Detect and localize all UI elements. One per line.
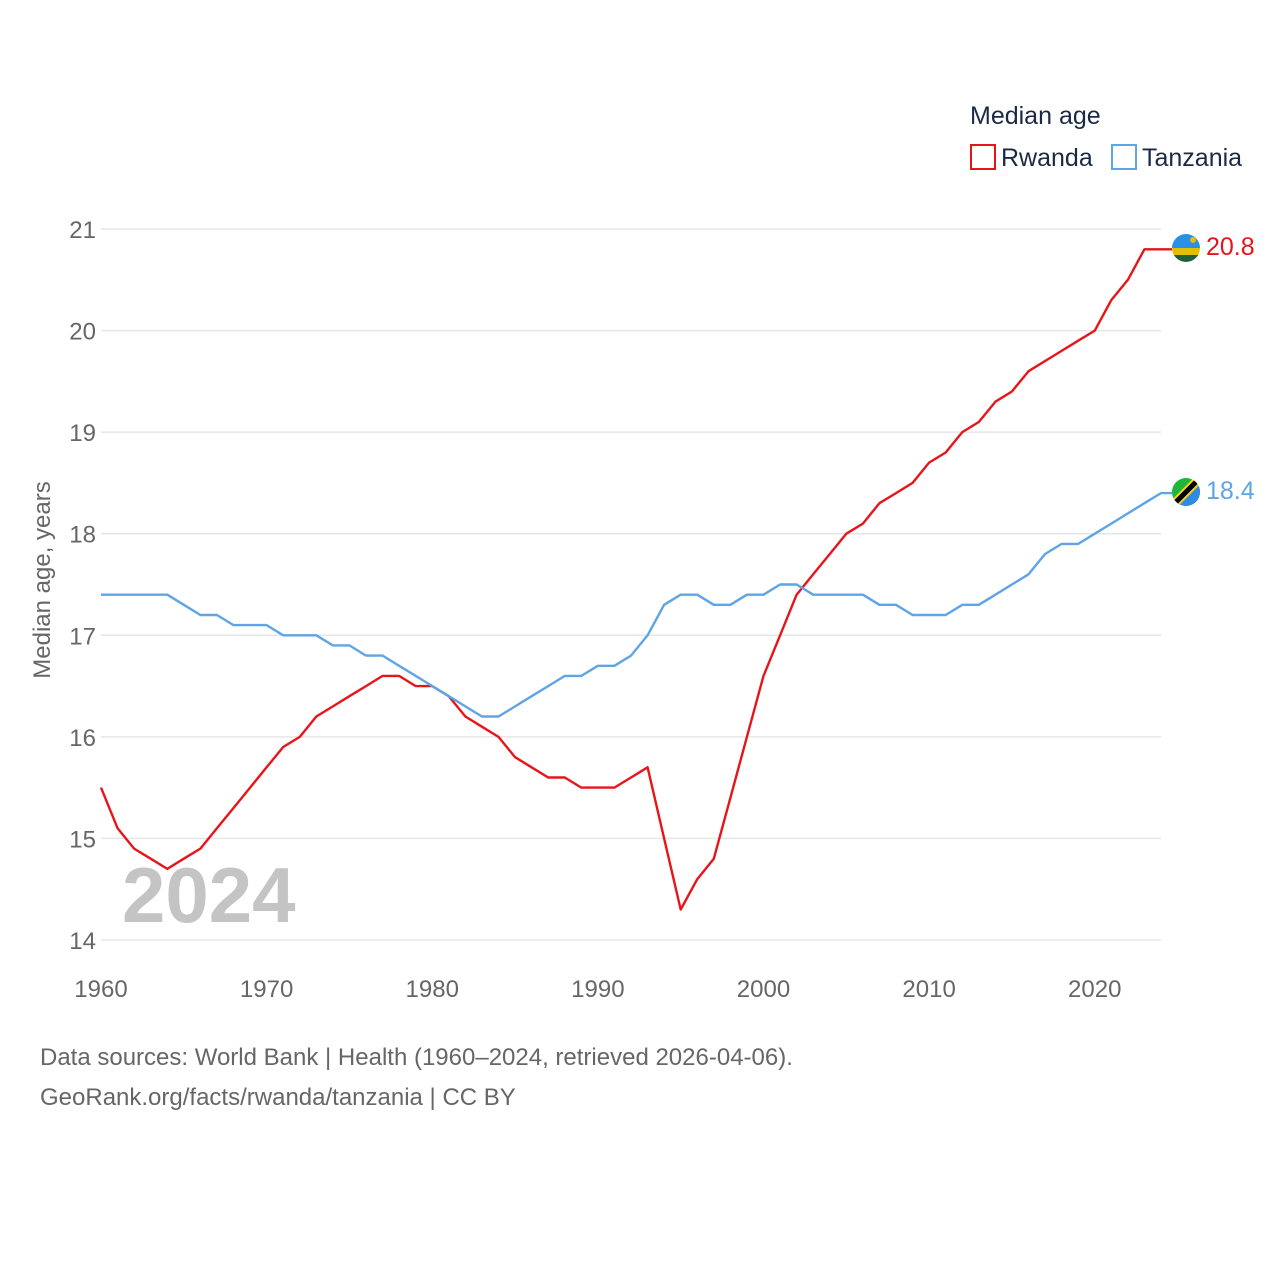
legend-title: Median age bbox=[970, 102, 1101, 130]
year-watermark: 2024 bbox=[122, 851, 296, 939]
data-sources-note: Data sources: World Bank | Health (1960–… bbox=[40, 1044, 793, 1071]
grid-lines bbox=[101, 228, 1161, 941]
y-tick-label: 15 bbox=[69, 826, 96, 853]
x-tick-label: 1960 bbox=[74, 976, 127, 1003]
x-tick-label: 2000 bbox=[737, 976, 790, 1003]
legend-swatch-rwanda bbox=[970, 144, 996, 170]
x-tick-label: 1980 bbox=[406, 976, 459, 1003]
legend-swatch-tanzania bbox=[1111, 144, 1137, 170]
end-label-tanzania: 18.4 bbox=[1206, 477, 1255, 505]
y-axis-title: Median age, years bbox=[29, 481, 56, 678]
y-tick-label: 17 bbox=[69, 623, 96, 650]
y-tick-label: 18 bbox=[69, 522, 96, 549]
legend-label-tanzania: Tanzania bbox=[1142, 144, 1242, 172]
y-axis-ticks: 14 15 16 17 18 19 20 21 bbox=[69, 217, 96, 955]
x-tick-label: 2020 bbox=[1068, 976, 1121, 1003]
y-tick-label: 21 bbox=[69, 217, 96, 244]
x-tick-label: 1970 bbox=[240, 976, 293, 1003]
series-lines bbox=[99, 248, 1172, 911]
legend-label-rwanda: Rwanda bbox=[1001, 144, 1093, 172]
y-tick-label: 19 bbox=[69, 420, 96, 447]
series-line-rwanda bbox=[99, 248, 1172, 911]
credit-link[interactable]: GeoRank.org/facts/rwanda/tanzania | CC B… bbox=[40, 1084, 516, 1111]
x-tick-label: 1990 bbox=[571, 976, 624, 1003]
end-label-rwanda: 20.8 bbox=[1206, 233, 1255, 261]
x-tick-label: 2010 bbox=[902, 976, 955, 1003]
y-tick-label: 16 bbox=[69, 725, 96, 752]
tanzania-flag-icon bbox=[1172, 478, 1200, 506]
legend: Median age Rwanda Tanzania bbox=[970, 102, 1242, 172]
x-axis-ticks: 1960 1970 1980 1990 2000 2010 2020 bbox=[74, 976, 1121, 1003]
legend-item-tanzania[interactable]: Tanzania bbox=[1111, 144, 1242, 172]
y-tick-label: 20 bbox=[69, 319, 96, 346]
series-line-tanzania bbox=[101, 491, 1172, 718]
legend-item-rwanda[interactable]: Rwanda bbox=[970, 144, 1093, 172]
rwanda-flag-icon bbox=[1172, 234, 1200, 262]
y-tick-label: 14 bbox=[69, 928, 96, 955]
